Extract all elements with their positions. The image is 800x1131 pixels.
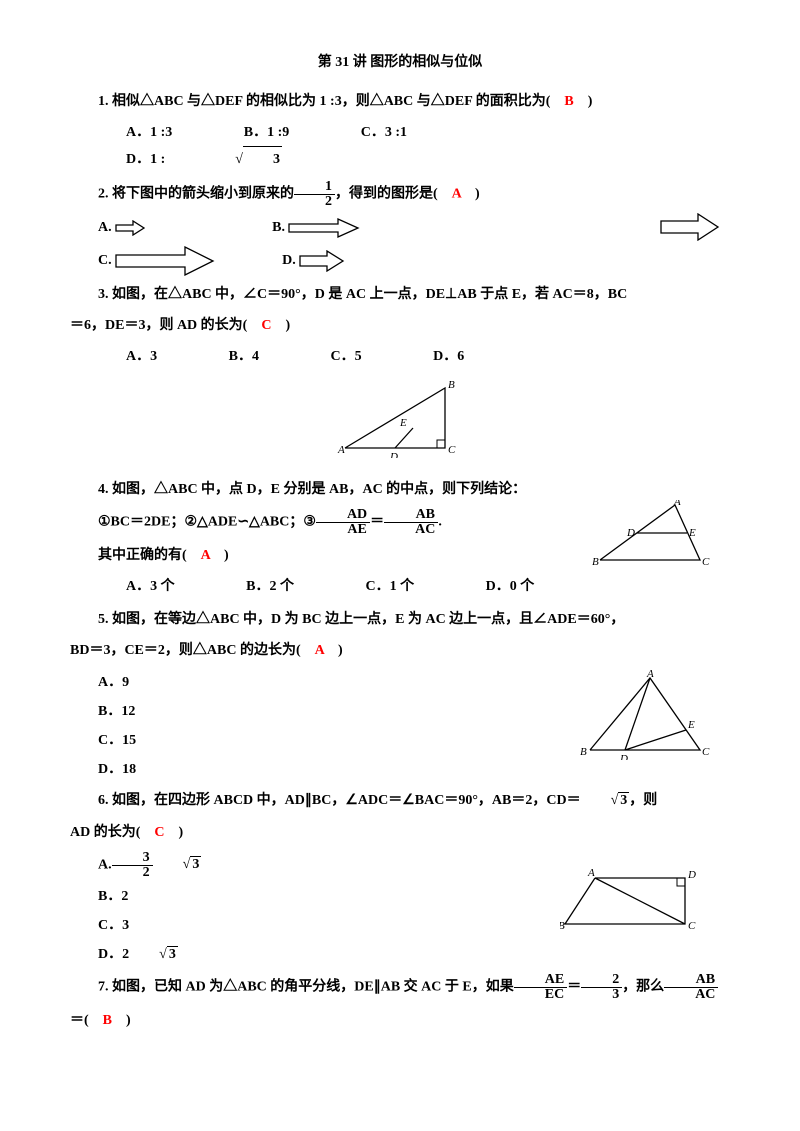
q2-opt-d: D. bbox=[282, 253, 345, 268]
q1-options: A．1 :3 B．1 :9 C．3 :1 D．1 :3 bbox=[70, 120, 730, 171]
svg-text:C: C bbox=[448, 444, 456, 456]
quad-q6-icon: A D C B bbox=[560, 866, 710, 936]
arrow-b-icon bbox=[288, 218, 360, 238]
arrow-a-icon bbox=[115, 220, 145, 236]
q7-line1: 7. 如图，已知 AD 为△ABC 的角平分线，DE∥AB 交 AC 于 E，如… bbox=[70, 973, 730, 1002]
q3-opt-b: B．4 bbox=[201, 344, 259, 369]
svg-text:D: D bbox=[619, 753, 628, 760]
q2-answer: A bbox=[452, 186, 461, 201]
q3-options: A．3 B．4 C．5 D．6 bbox=[70, 344, 730, 369]
q6-opt-d: D．23 bbox=[70, 942, 730, 967]
page-title: 第 31 讲 图形的相似与位似 bbox=[70, 50, 730, 75]
svg-text:B: B bbox=[592, 556, 599, 568]
q3-line1: 3. 如图，在△ABC 中，∠C＝90°，D 是 AC 上一点，DE⊥AB 于点… bbox=[70, 282, 730, 307]
svg-text:B: B bbox=[580, 746, 587, 758]
q4-opt-b: B．2 个 bbox=[218, 574, 294, 599]
svg-text:B: B bbox=[448, 379, 455, 391]
svg-text:D: D bbox=[626, 527, 635, 539]
arrow-ref-icon bbox=[660, 213, 720, 241]
q6-line1: 6. 如图，在四边形 ABCD 中，AD∥BC，∠ADC＝∠BAC＝90°，AB… bbox=[70, 788, 730, 813]
triangle-q5-icon: A B C D E bbox=[580, 670, 710, 760]
q2-ref-arrow bbox=[632, 213, 720, 241]
q4-figure: A D E B C bbox=[590, 500, 710, 579]
svg-text:E: E bbox=[687, 719, 695, 731]
triangle-q4-icon: A D E B C bbox=[590, 500, 710, 570]
q6-figure: A D C B bbox=[560, 866, 710, 945]
q2-options-row2: C. D. bbox=[70, 246, 730, 276]
q3-line2: ＝6，DE＝3，则 AD 的长为( C ) bbox=[70, 313, 730, 338]
q2-opt-a: A. bbox=[98, 220, 149, 235]
svg-text:C: C bbox=[702, 556, 710, 568]
q2-options-row1: A. B. bbox=[70, 215, 730, 240]
q4-line1: 4. 如图，△ABC 中，点 D，E 分别是 AB，AC 的中点，则下列结论： bbox=[70, 477, 730, 502]
svg-text:D: D bbox=[687, 869, 696, 881]
svg-text:B: B bbox=[560, 920, 565, 932]
q1-text: 1. 相似△ABC 与△DEF 的相似比为 1 :3，则△ABC 与△DEF 的… bbox=[70, 89, 730, 114]
q7-line2: ＝( B ) bbox=[70, 1008, 730, 1033]
svg-text:E: E bbox=[688, 527, 696, 539]
q1-opt-c: C．3 :1 bbox=[333, 120, 407, 145]
q6-line2: AD 的长为( C ) bbox=[70, 820, 730, 845]
q2-opt-c: C. bbox=[98, 253, 219, 268]
q4-opt-c: C．1 个 bbox=[337, 574, 414, 599]
q1-answer: B bbox=[564, 94, 573, 109]
q5-figure: A B C D E bbox=[580, 670, 710, 769]
arrow-c-icon bbox=[115, 246, 215, 276]
q3-answer: C bbox=[261, 318, 271, 333]
svg-text:C: C bbox=[702, 746, 710, 758]
q1-opt-b: B．1 :9 bbox=[216, 120, 290, 145]
svg-text:A: A bbox=[337, 444, 345, 456]
q6-answer: C bbox=[154, 825, 164, 840]
arrow-d-icon bbox=[299, 250, 345, 272]
q3-opt-a: A．3 bbox=[98, 344, 157, 369]
q2-text: 2. 将下图中的箭头缩小到原来的12，得到的图形是( A ) bbox=[70, 180, 730, 209]
svg-text:C: C bbox=[688, 920, 696, 932]
q3-figure: A C B D E bbox=[70, 378, 730, 467]
svg-text:D: D bbox=[389, 451, 398, 458]
q1-opt-d: D．1 :3 bbox=[70, 146, 362, 172]
svg-text:A: A bbox=[587, 867, 595, 879]
q5-line2: BD＝3，CE＝2，则△ABC 的边长为( A ) bbox=[70, 638, 730, 663]
svg-text:A: A bbox=[646, 670, 654, 680]
q3-opt-c: C．5 bbox=[302, 344, 361, 369]
q3-opt-d: D．6 bbox=[405, 344, 464, 369]
q1-opt-a: A．1 :3 bbox=[98, 120, 172, 145]
q5-answer: A bbox=[315, 643, 324, 658]
q4-opt-a: A．3 个 bbox=[98, 574, 175, 599]
svg-text:A: A bbox=[673, 500, 681, 508]
q4-opt-d: D．0 个 bbox=[458, 574, 535, 599]
q7-answer: B bbox=[103, 1013, 112, 1028]
q5-line1: 5. 如图，在等边△ABC 中，D 为 BC 边上一点，E 为 AC 边上一点，… bbox=[70, 607, 730, 632]
svg-text:E: E bbox=[399, 417, 407, 429]
q4-answer: A bbox=[201, 548, 210, 563]
triangle-q3-icon: A C B D E bbox=[335, 378, 465, 458]
q2-opt-b: B. bbox=[272, 220, 360, 235]
